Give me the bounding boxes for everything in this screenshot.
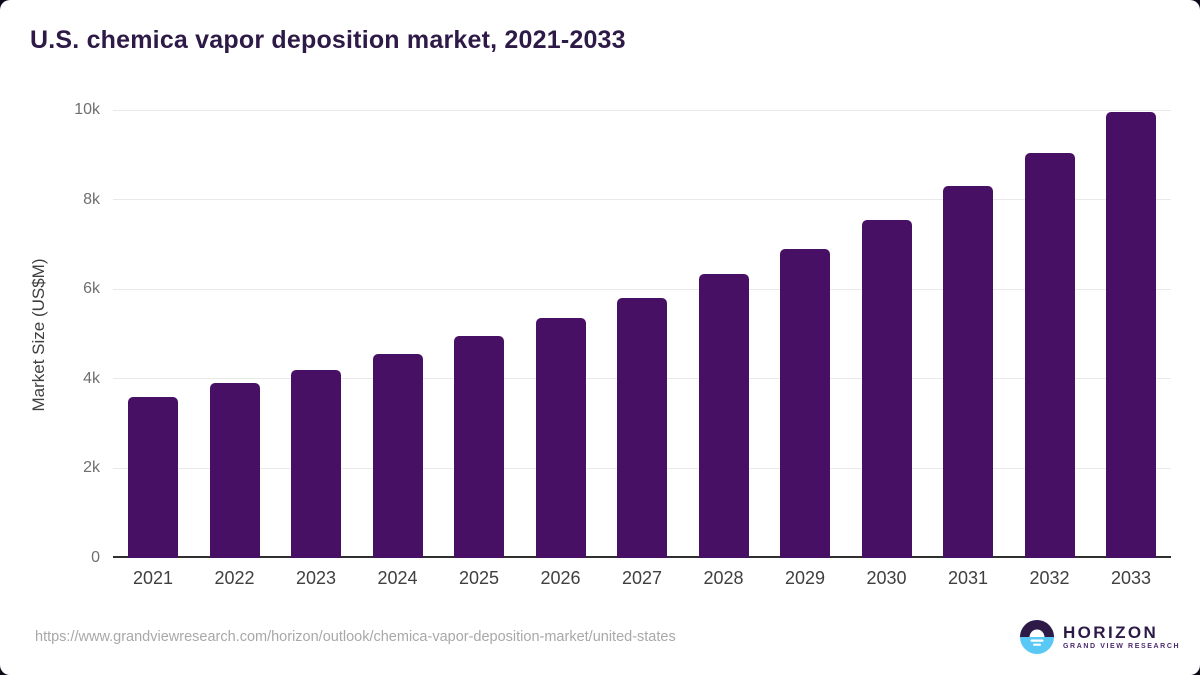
gridline [113,288,1171,290]
x-tick-label: 2031 [947,568,989,588]
gridline [113,109,1171,111]
bar-2032[interactable] [1024,152,1075,558]
x-tick-label: 2033 [1110,568,1152,588]
bar-2033[interactable] [1106,112,1156,558]
bar-2030[interactable] [861,219,912,558]
logo-text-block: HORIZON GRAND VIEW RESEARCH [1063,624,1180,651]
y-tick-label: 2k [83,459,100,477]
x-tick-label: 2029 [784,568,826,588]
bar-2028[interactable] [698,273,749,558]
horizon-sunrise-icon [1020,620,1054,654]
gridline [113,199,1171,201]
x-tick-label: 2023 [295,568,337,588]
logo-subtext: GRAND VIEW RESEARCH [1063,642,1181,650]
bar-2025[interactable] [454,336,504,558]
x-tick-label: 2027 [621,568,663,588]
bar-2029[interactable] [780,248,830,558]
bar-2024[interactable] [372,354,423,558]
x-tick-label: 2022 [214,568,255,588]
x-tick-label: 2024 [377,568,418,588]
y-tick-label: 6k [83,280,100,298]
x-tick-label: 2025 [458,568,500,588]
chart-title: U.S. chemica vapor deposition market, 20… [30,26,626,54]
y-tick-label: 0 [91,549,100,566]
x-tick-label: 2028 [703,568,744,588]
y-tick-label: 4k [83,369,100,387]
source-url[interactable]: https://www.grandviewresearch.com/horizo… [35,629,676,645]
y-tick-label: 8k [83,190,100,208]
y-axis-title: Market Size (US$M) [29,258,48,412]
bar-2021[interactable] [128,396,178,558]
x-tick-label: 2026 [540,568,581,588]
horizon-logo[interactable]: HORIZON GRAND VIEW RESEARCH [1020,619,1180,655]
logo-name: HORIZON [1063,622,1159,642]
y-tick-label: 10k [74,101,100,118]
bar-2027[interactable] [617,298,667,558]
x-tick-label: 2032 [1029,568,1070,588]
x-tick-label: 2030 [866,568,907,588]
bar-2026[interactable] [535,318,586,558]
bar-2023[interactable] [291,369,341,558]
bar-2031[interactable] [943,186,993,558]
plot-area [113,110,1171,558]
bar-2022[interactable] [209,383,260,558]
x-tick-label: 2021 [132,568,174,588]
